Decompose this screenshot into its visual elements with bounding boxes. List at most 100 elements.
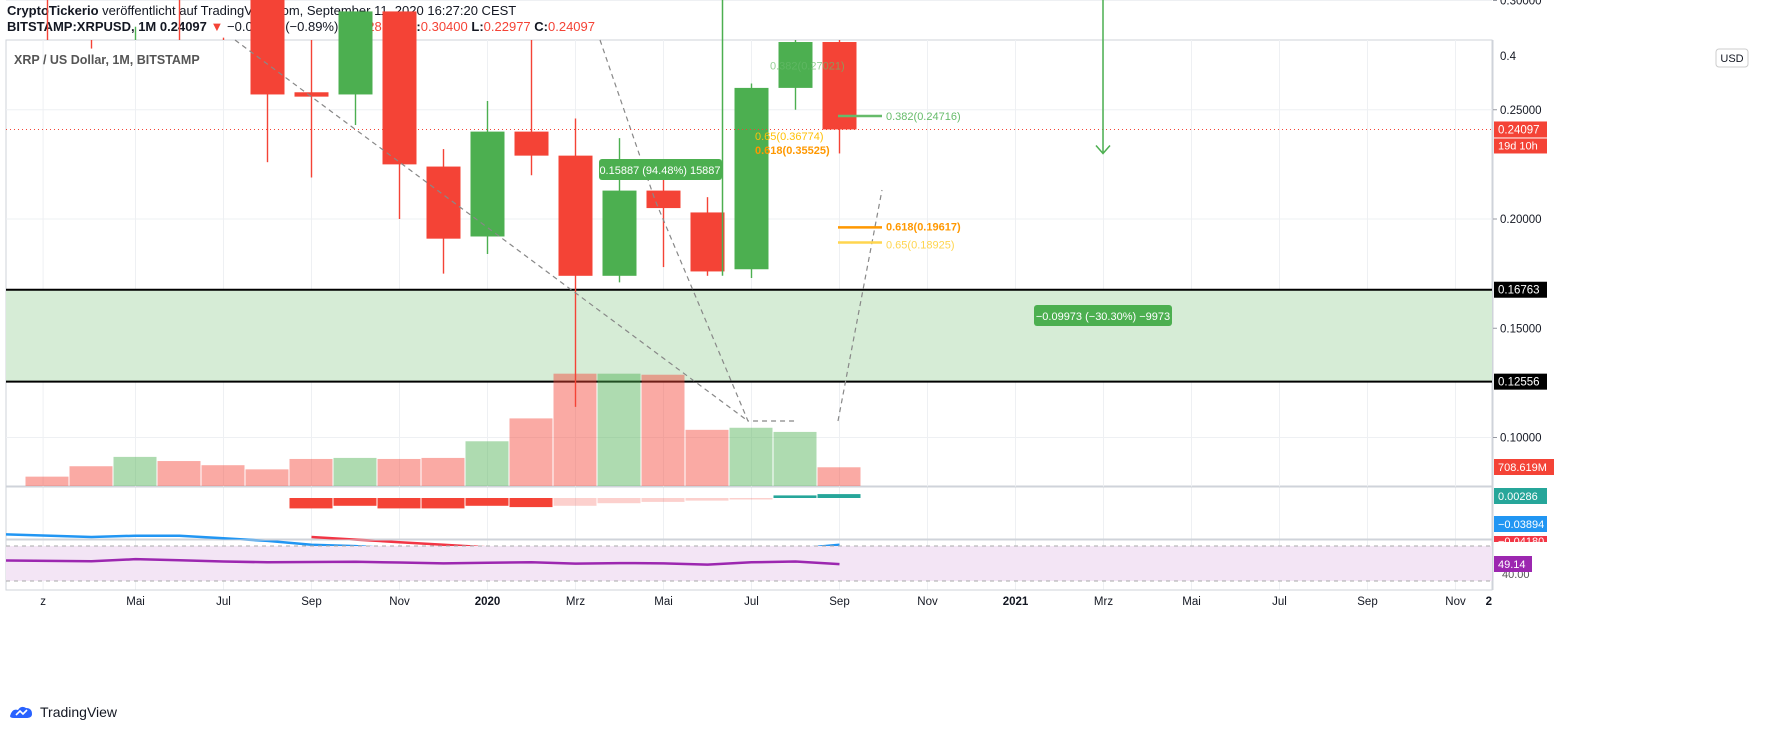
zone-bottom-price-tag-box	[1494, 373, 1547, 390]
trendline-dashed-2	[599, 39, 795, 422]
volume-bar	[817, 467, 861, 486]
macd-histogram-bar	[509, 498, 553, 508]
footer-brand-text: TradingView	[40, 704, 118, 720]
volume-value-tag: 708.619M	[1498, 462, 1547, 474]
macd-histogram-bar	[597, 498, 641, 504]
zone-bottom-price-tag: 0.12556	[1498, 377, 1540, 389]
high-value: 0.30400	[420, 19, 468, 34]
candle-body	[778, 42, 813, 88]
measure-down-arrow-icon	[1095, 144, 1111, 155]
candle-body	[646, 190, 681, 209]
time-tick-label: 2020	[475, 596, 501, 608]
time-tick-label: Nov	[389, 596, 410, 608]
chart-title: XRP / US Dollar, 1M, BITSTAMP	[14, 53, 200, 67]
macd-histogram-bar	[333, 498, 377, 506]
price-tick-label: 0.10000	[1500, 433, 1542, 445]
macd-histogram-bar	[685, 498, 729, 501]
candle-body	[734, 87, 769, 270]
time-tick-label: Mai	[1182, 596, 1201, 608]
measure-down-label-box	[1034, 305, 1172, 326]
support-zone-layer	[6, 288, 1492, 383]
price-axis-layer: 0.100000.150000.200000.250000.300000.350…	[1492, 0, 1554, 590]
candle-body	[470, 131, 505, 237]
volume-bar	[509, 418, 553, 486]
volume-bar	[113, 456, 157, 486]
low-label: L:	[471, 19, 484, 34]
volume-bar	[597, 373, 641, 486]
current-price-tag-box	[1494, 121, 1547, 138]
currency-badge-box[interactable]	[1715, 48, 1749, 68]
fib-level-label: 0.65(0.18925)	[886, 239, 955, 251]
time-tick-label: Mai	[126, 596, 145, 608]
macd-histogram-bar	[465, 498, 509, 506]
current-price-tag: 0.24097	[1498, 124, 1540, 136]
support-zone	[6, 289, 1492, 382]
candle-body	[294, 92, 329, 97]
time-tick-label: Sep	[301, 596, 321, 608]
zone-top-price-tag-box	[1494, 281, 1547, 298]
volume-bar	[25, 476, 69, 486]
last-price: 0.24097	[159, 19, 207, 34]
rsi-line	[5, 557, 840, 566]
candle-body	[382, 11, 417, 165]
countdown-tag-box	[1494, 138, 1547, 154]
time-tick-label: Sep	[1357, 596, 1377, 608]
volume-bar	[773, 431, 817, 486]
time-tick-label: Nov	[917, 596, 938, 608]
close-label: C:	[534, 19, 548, 34]
macd-line-tag: −0.03894	[1498, 519, 1544, 531]
fib-level-label: 0.382(0.24716)	[886, 111, 961, 123]
symbol-label: BITSTAMP:XRPUSD, 1M	[7, 19, 157, 34]
volume-bar	[157, 461, 201, 486]
time-tick-label: Jul	[744, 596, 759, 608]
publisher-name[interactable]: CryptoTickerio	[7, 3, 99, 18]
macd-signal-tag: −0.04180	[1498, 536, 1544, 548]
rsi-value-tag-box	[1494, 556, 1532, 572]
time-tick-label: 2021	[1003, 596, 1029, 608]
macd-pane-frame	[5, 486, 1493, 540]
price-tick-label: 0.30000	[1500, 0, 1542, 8]
countdown-tag: 19d 10h	[1498, 140, 1538, 152]
macd-histogram-bar	[817, 494, 861, 498]
time-tick-label: Mrz	[1094, 596, 1113, 608]
candle-body	[250, 0, 285, 95]
volume-bar	[289, 458, 333, 486]
measure-up-label-box	[599, 159, 722, 180]
candle-body	[514, 131, 549, 156]
volume-bar	[333, 457, 377, 486]
macd-histogram-bar	[773, 495, 817, 498]
time-tick-label: Mrz	[566, 596, 585, 608]
macd-signal-tag-box	[1494, 536, 1547, 542]
price-tick-label: 0.15000	[1500, 323, 1542, 335]
rsi-layer	[5, 539, 1493, 591]
macd-histogram-bar	[729, 498, 773, 500]
volume-bar	[685, 429, 729, 486]
change-arrow-icon: ▼	[210, 19, 224, 34]
trendline-dashed-3	[837, 189, 883, 422]
main-pane-frame	[5, 39, 1493, 487]
tradingview-logo-icon	[10, 706, 32, 718]
rsi-value-tag: 49.14	[1498, 559, 1526, 571]
fib-level-label-ghost: 0.382(0.27021)	[770, 61, 845, 73]
macd-histogram-bar	[289, 498, 333, 509]
drawings-layer: 0.65(0.36774) 0.618(0.35525) 0.382(0.24716…	[6, 0, 1492, 422]
price-tick-label: 0.20000	[1500, 214, 1542, 226]
time-tick-label: Mai	[654, 596, 673, 608]
measure-up-label: 0.15887 (94.48%) 15887	[599, 165, 720, 177]
close-value: 0.24097	[548, 19, 595, 34]
time-tick-label: Jul	[216, 596, 231, 608]
footer-brand[interactable]: TradingView	[8, 704, 117, 720]
macd-histogram-bar	[377, 498, 421, 509]
macd-hist-tag-box	[1494, 488, 1547, 504]
volume-bar	[69, 466, 113, 486]
low-value: 0.22977	[483, 19, 531, 34]
volume-layer	[25, 373, 861, 486]
candle-layer	[46, 0, 857, 407]
macd-histogram-bar	[641, 498, 685, 502]
trendline-dashed-1	[234, 39, 749, 422]
price-tick-label: 0.25000	[1500, 105, 1542, 117]
volume-bar	[421, 457, 465, 486]
fib-level-label: 0.618(0.19617)	[886, 221, 961, 233]
currency-badge[interactable]: USD	[1720, 53, 1743, 65]
